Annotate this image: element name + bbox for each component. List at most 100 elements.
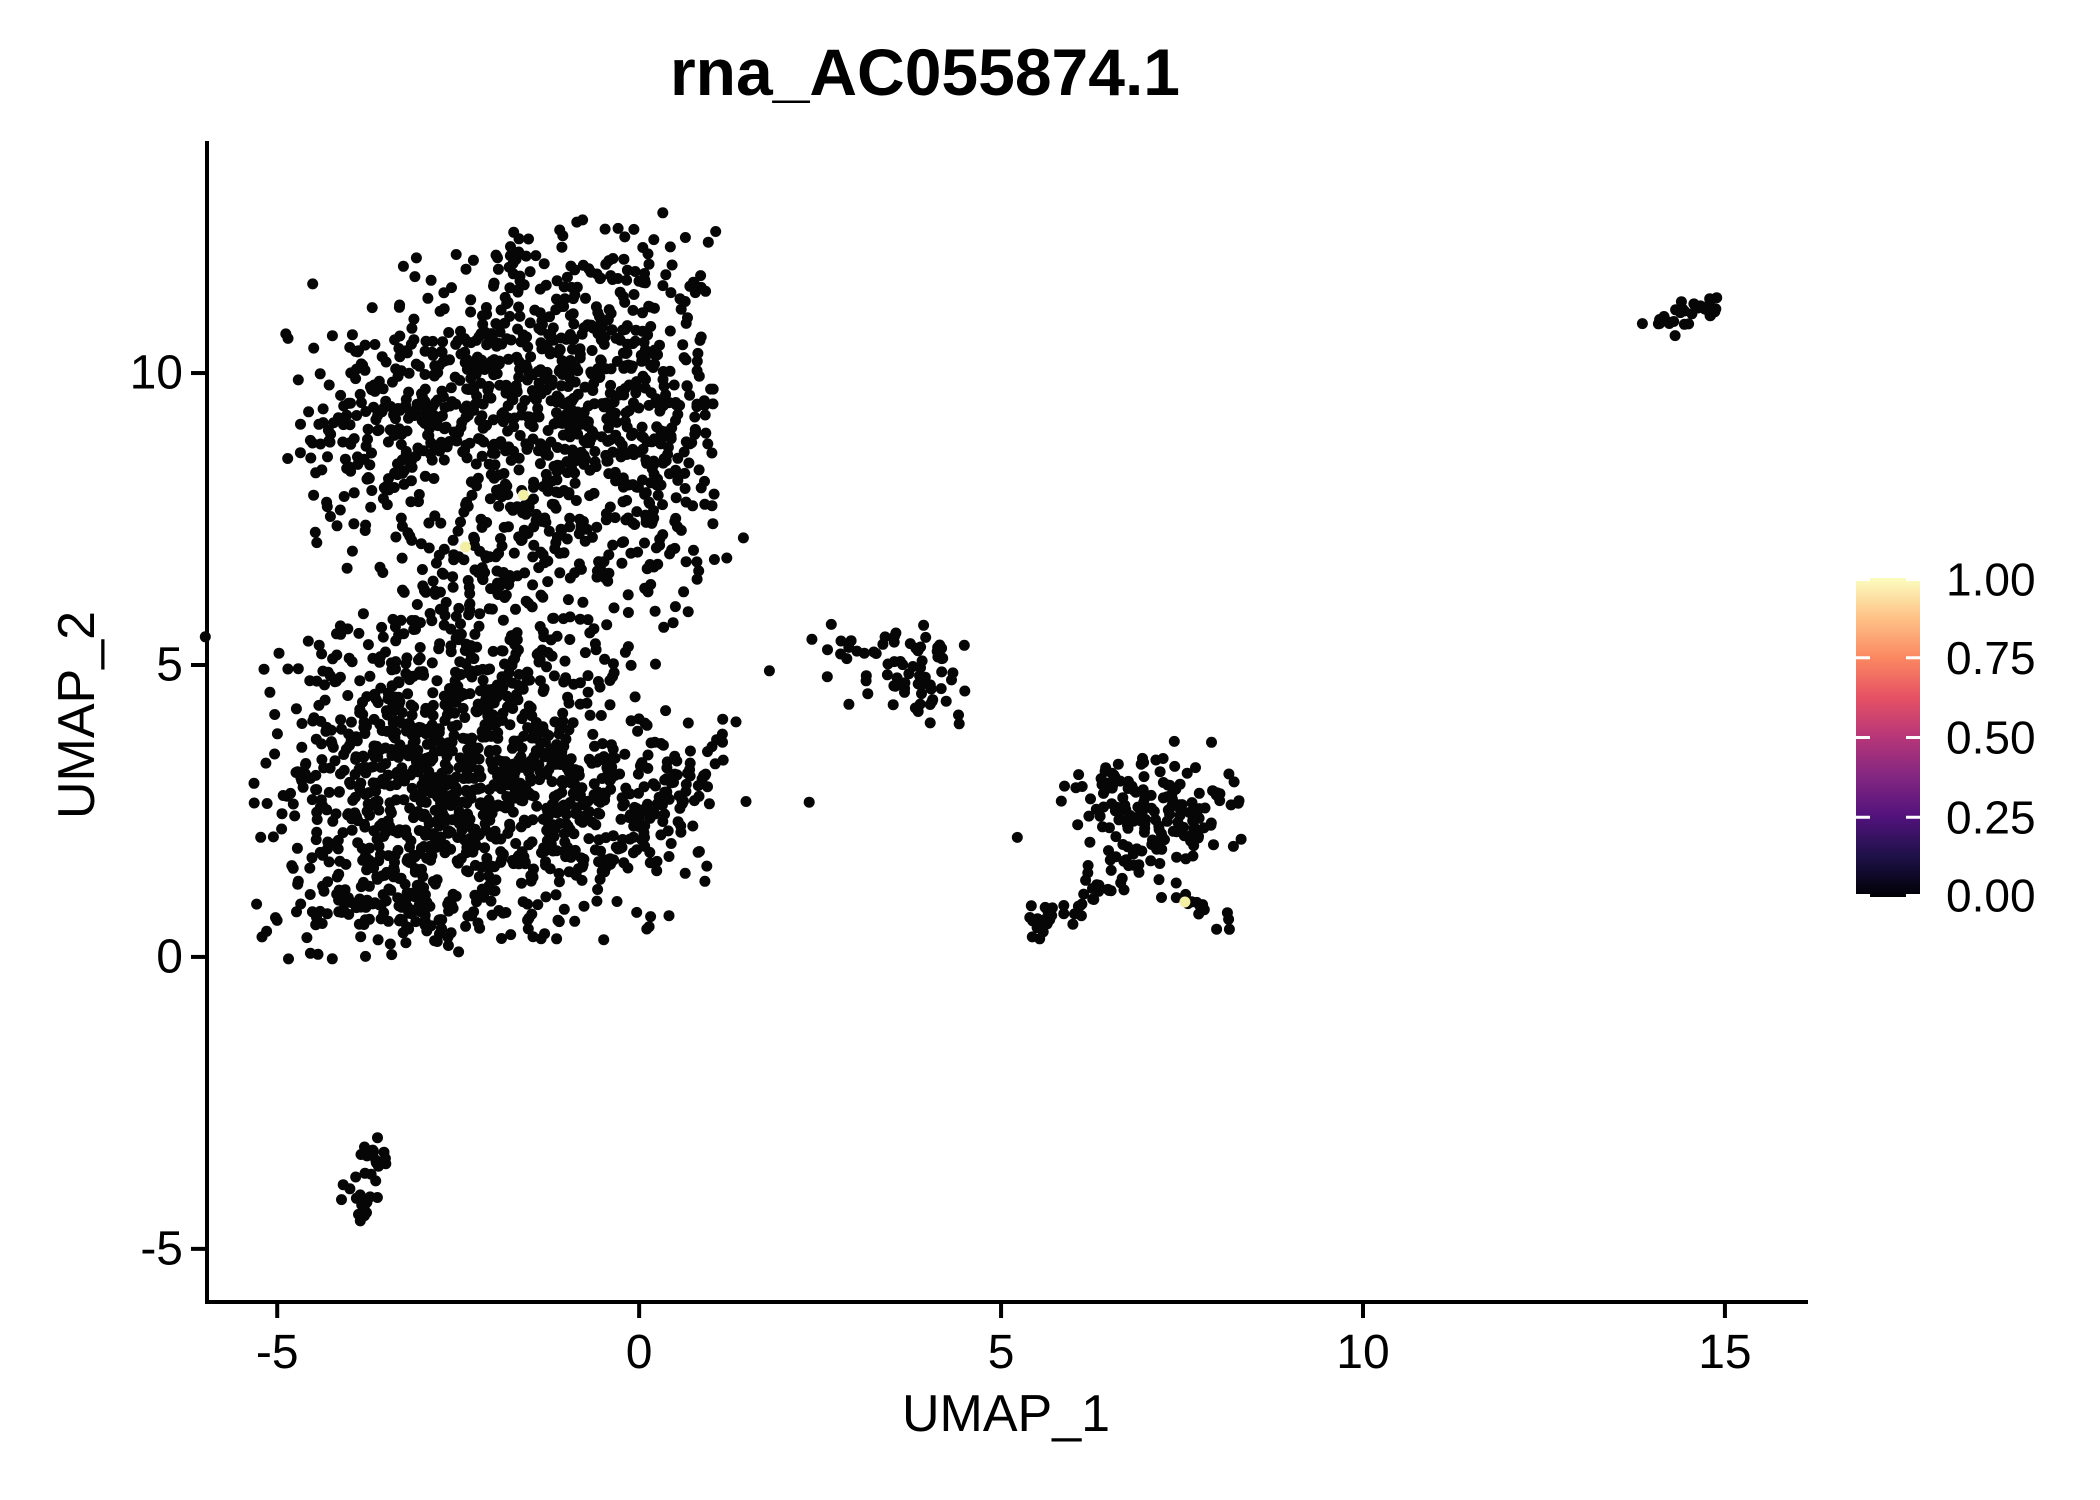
umap-point <box>366 761 378 773</box>
umap-point <box>617 800 629 812</box>
umap-point <box>614 768 626 780</box>
umap-point <box>881 669 893 681</box>
umap-point <box>602 765 614 777</box>
umap-point <box>631 506 643 518</box>
umap-point <box>530 250 542 262</box>
umap-point <box>290 703 302 715</box>
umap-point <box>655 738 667 749</box>
umap-point <box>429 935 441 947</box>
umap-point <box>556 525 567 537</box>
umap-point <box>1026 931 1038 943</box>
umap-point <box>557 707 569 719</box>
umap-point <box>334 671 346 683</box>
umap-point <box>396 707 408 719</box>
umap-point <box>468 653 480 665</box>
umap-point <box>248 777 260 789</box>
umap-point <box>888 636 900 648</box>
umap-point <box>375 849 386 860</box>
umap-point <box>502 400 514 412</box>
umap-point <box>644 846 656 858</box>
umap-point <box>953 718 965 730</box>
umap-point <box>616 537 628 548</box>
umap-point <box>427 699 439 711</box>
umap-point <box>451 435 463 447</box>
umap-point <box>1058 908 1070 920</box>
umap-point <box>638 827 650 839</box>
y-axis-tick-label: -5 <box>140 1222 183 1275</box>
umap-point <box>632 546 644 558</box>
umap-point <box>351 410 363 421</box>
umap-point <box>1168 735 1180 747</box>
umap-point <box>406 782 418 794</box>
umap-point <box>645 321 657 332</box>
umap-point <box>521 674 533 686</box>
umap-point <box>335 389 347 401</box>
umap-point <box>446 736 458 748</box>
umap-point <box>404 674 416 686</box>
umap-point <box>541 815 553 827</box>
umap-point <box>309 526 321 538</box>
umap-point <box>1170 892 1182 904</box>
umap-point <box>1100 783 1112 795</box>
umap-point <box>664 468 675 480</box>
umap-point <box>338 749 350 760</box>
umap-point <box>396 552 408 564</box>
umap-point <box>528 521 540 533</box>
umap-point <box>310 834 322 846</box>
umap-point <box>390 656 402 668</box>
umap-point <box>569 477 581 489</box>
umap-point <box>536 515 548 527</box>
umap-point <box>442 940 454 951</box>
umap-point <box>628 223 640 235</box>
umap-point <box>303 406 315 418</box>
umap-point <box>395 512 407 524</box>
umap-point <box>763 665 775 677</box>
umap-point <box>325 724 337 736</box>
umap-point <box>308 712 320 724</box>
umap-point <box>414 879 426 891</box>
umap-point <box>626 430 637 441</box>
umap-point <box>450 338 462 350</box>
umap-point <box>355 931 367 943</box>
umap-point <box>366 384 378 396</box>
umap-point <box>360 406 372 417</box>
umap-point <box>887 699 899 711</box>
umap-point <box>486 603 498 615</box>
umap-point <box>532 899 544 911</box>
umap-point <box>536 343 548 355</box>
umap-point <box>1073 769 1085 781</box>
umap-point <box>394 913 406 925</box>
umap-point <box>611 355 623 367</box>
umap-point <box>702 236 714 248</box>
umap-point <box>711 734 723 746</box>
umap-point <box>349 768 361 780</box>
umap-point <box>598 934 610 946</box>
umap-point <box>282 663 294 675</box>
umap-point <box>564 512 576 524</box>
umap-point <box>689 287 701 299</box>
umap-point <box>699 409 711 421</box>
umap-point <box>544 863 556 875</box>
umap-point <box>647 362 659 373</box>
umap-point <box>514 270 526 282</box>
umap-point <box>620 348 632 359</box>
umap-point <box>434 745 446 757</box>
umap-point <box>670 397 682 408</box>
umap-point <box>1117 839 1129 850</box>
umap-point <box>305 452 317 464</box>
umap-point <box>457 702 469 714</box>
umap-point <box>522 759 534 771</box>
umap-point <box>435 797 447 809</box>
umap-point <box>660 705 672 717</box>
umap-point <box>431 874 443 886</box>
umap-point <box>428 473 440 484</box>
umap-point <box>511 627 523 639</box>
umap-point <box>594 372 605 383</box>
umap-point <box>450 398 462 410</box>
umap-point <box>455 421 467 433</box>
umap-point <box>313 639 325 651</box>
umap-point <box>461 797 473 809</box>
umap-point <box>657 374 669 385</box>
umap-point <box>510 380 522 392</box>
